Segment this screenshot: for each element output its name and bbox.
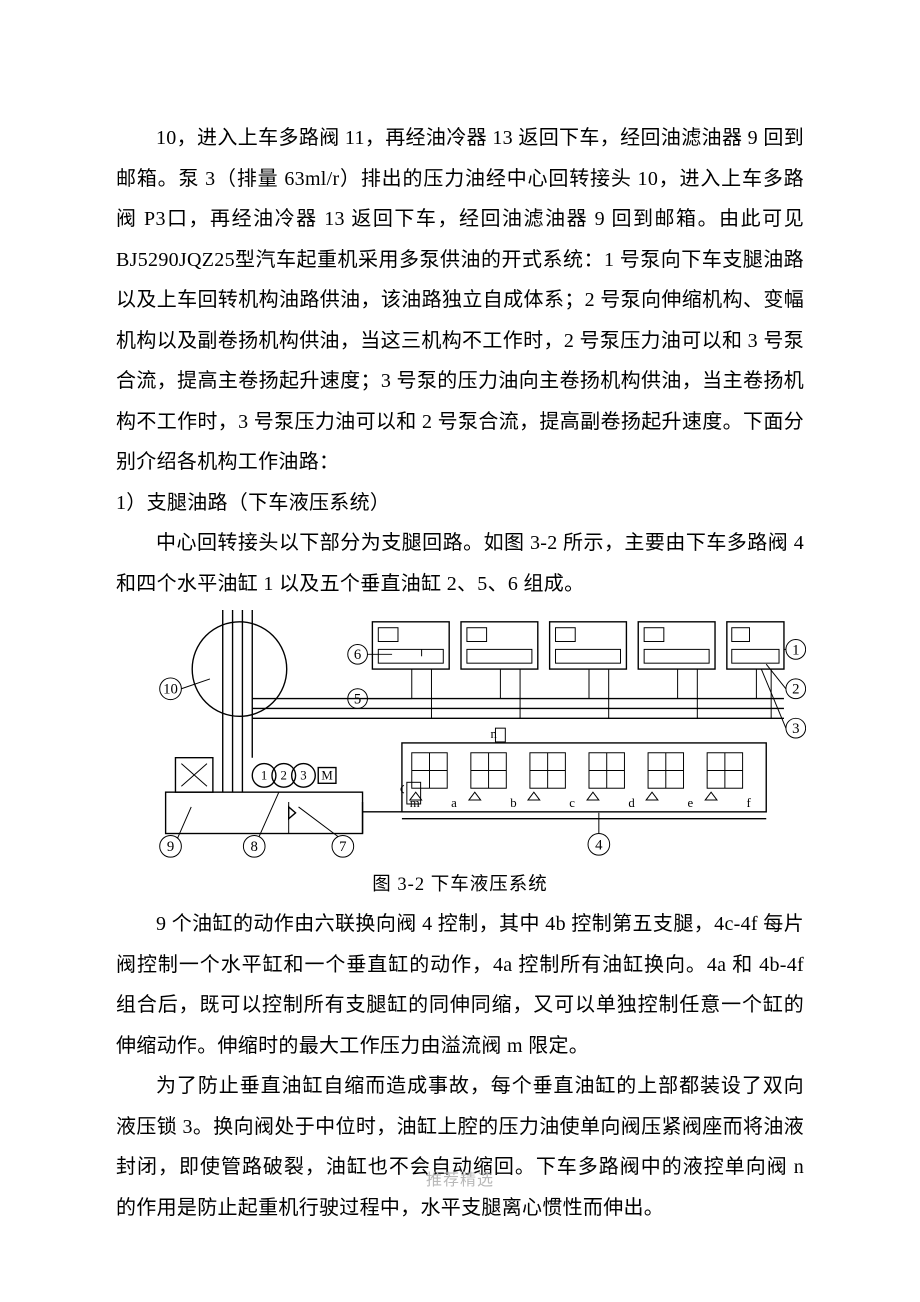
body-text-block-1: 10，进入上车多路阀 11，再经油冷器 13 返回下车，经回油滤油器 9 回到邮… bbox=[116, 118, 804, 604]
callout-9: 9 bbox=[167, 839, 174, 855]
footer-text: 推荐精选 bbox=[0, 1166, 920, 1190]
paragraph-3: 9 个油缸的动作由六联换向阀 4 控制，其中 4b 控制第五支腿，4c-4f 每… bbox=[116, 904, 804, 1066]
paragraph-4: 为了防止垂直油缸自缩而造成事故，每个垂直油缸的上部都装设了双向液压锁 3。换向阀… bbox=[116, 1066, 804, 1228]
page: 10，进入上车多路阀 11，再经油冷器 13 返回下车，经回油滤油器 9 回到邮… bbox=[0, 0, 920, 1302]
label-e: e bbox=[687, 796, 693, 810]
cylinder-group bbox=[372, 622, 784, 669]
label-n: n bbox=[491, 727, 498, 741]
label-M: M bbox=[321, 768, 332, 782]
label-d: d bbox=[628, 796, 635, 810]
label-b: b bbox=[510, 796, 516, 810]
callout-4: 4 bbox=[595, 837, 603, 853]
callout-3: 3 bbox=[792, 721, 799, 737]
paragraph-2: 中心回转接头以下部分为支腿回路。如图 3-2 所示，主要由下车多路阀 4 和四个… bbox=[116, 523, 804, 604]
figure-caption: 图 3-2 下车液压系统 bbox=[116, 870, 804, 896]
svg-text:1: 1 bbox=[261, 768, 267, 782]
label-m: m bbox=[410, 796, 420, 810]
callout-1: 1 bbox=[792, 642, 799, 658]
callout-10: 10 bbox=[163, 682, 178, 698]
paragraph-1: 10，进入上车多路阀 11，再经油冷器 13 返回下车，经回油滤油器 9 回到邮… bbox=[116, 118, 804, 483]
callout-6: 6 bbox=[354, 647, 361, 663]
callout-8: 8 bbox=[251, 839, 258, 855]
svg-text:2: 2 bbox=[281, 768, 287, 782]
svg-text:3: 3 bbox=[300, 768, 306, 782]
hydraulic-diagram-svg: 10 1 2 3 M 9 8 7 bbox=[116, 610, 806, 866]
label-a: a bbox=[451, 796, 457, 810]
figure-3-2: 10 1 2 3 M 9 8 7 bbox=[116, 610, 804, 866]
paragraph-1b: 1）支腿油路（下车液压系统） bbox=[116, 483, 804, 524]
label-f: f bbox=[747, 796, 752, 810]
callout-5: 5 bbox=[354, 692, 361, 708]
callout-7: 7 bbox=[339, 839, 346, 855]
callout-2: 2 bbox=[792, 682, 799, 698]
label-c: c bbox=[569, 796, 575, 810]
